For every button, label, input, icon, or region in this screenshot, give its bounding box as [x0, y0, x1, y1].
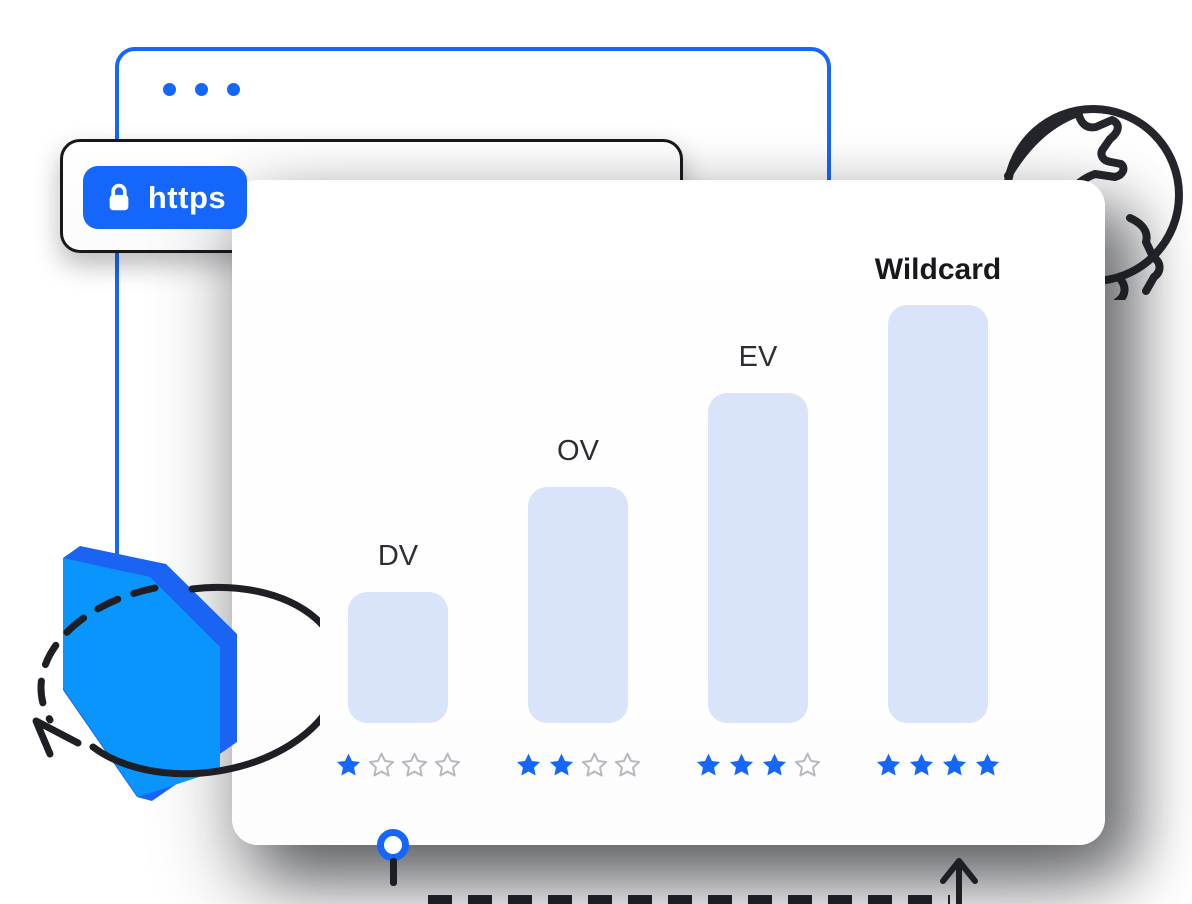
arrowhead [32, 717, 82, 758]
star-filled-icon [336, 753, 361, 776]
star-filled-icon [729, 753, 754, 776]
https-protocol-badge[interactable]: https [83, 166, 247, 229]
bar [348, 592, 448, 723]
star-filled-icon [876, 753, 901, 776]
bar-group-ov: OV [488, 180, 668, 845]
star-outline-icon [368, 752, 395, 777]
star-outline-icon [614, 752, 641, 777]
category-label: EV [738, 341, 778, 373]
star-filled-icon [696, 753, 721, 776]
slider-dot[interactable] [377, 829, 409, 861]
bar [708, 393, 808, 723]
star-rating [668, 751, 848, 780]
window-dot [227, 83, 240, 96]
protocol-label: https [147, 179, 227, 215]
rotation-arrow-icon [89, 583, 320, 778]
bar-group-dv: DV [308, 180, 488, 845]
dashed-connector-horizontal [428, 895, 950, 904]
star-outline-icon [401, 752, 428, 777]
star-filled-icon [909, 753, 934, 776]
star-filled-icon [975, 753, 1000, 776]
star-rating [848, 751, 1028, 780]
star-rating [308, 751, 488, 780]
star-rating [488, 751, 668, 780]
bar [888, 305, 988, 723]
certificate-chart-card: DV OV EV Wildcard [232, 180, 1105, 861]
star-outline-icon [794, 752, 821, 777]
category-label: OV [557, 435, 599, 467]
star-filled-icon [762, 753, 787, 776]
star-outline-icon [434, 752, 461, 777]
dashed-connector-vertical [390, 858, 397, 886]
window-dot [195, 83, 208, 96]
star-filled-icon [549, 753, 574, 776]
browser-window-controls [163, 83, 240, 96]
category-label: DV [377, 540, 419, 572]
star-filled-icon [942, 753, 967, 776]
bar-group-wildcard: Wildcard [848, 180, 1028, 845]
star-filled-icon [516, 753, 541, 776]
shield-icon [63, 558, 220, 797]
window-dot [163, 83, 176, 96]
up-arrow-icon [940, 858, 978, 904]
star-outline-icon [581, 752, 608, 777]
bar-group-ev: EV [668, 180, 848, 845]
shield-rotation-illustration [32, 546, 320, 801]
rotation-arrow-icon [37, 584, 159, 724]
category-label: Wildcard [874, 253, 1002, 286]
certificate-bar-chart: DV OV EV Wildcard [232, 180, 1105, 845]
lock-icon [109, 183, 129, 210]
bar [528, 487, 628, 723]
